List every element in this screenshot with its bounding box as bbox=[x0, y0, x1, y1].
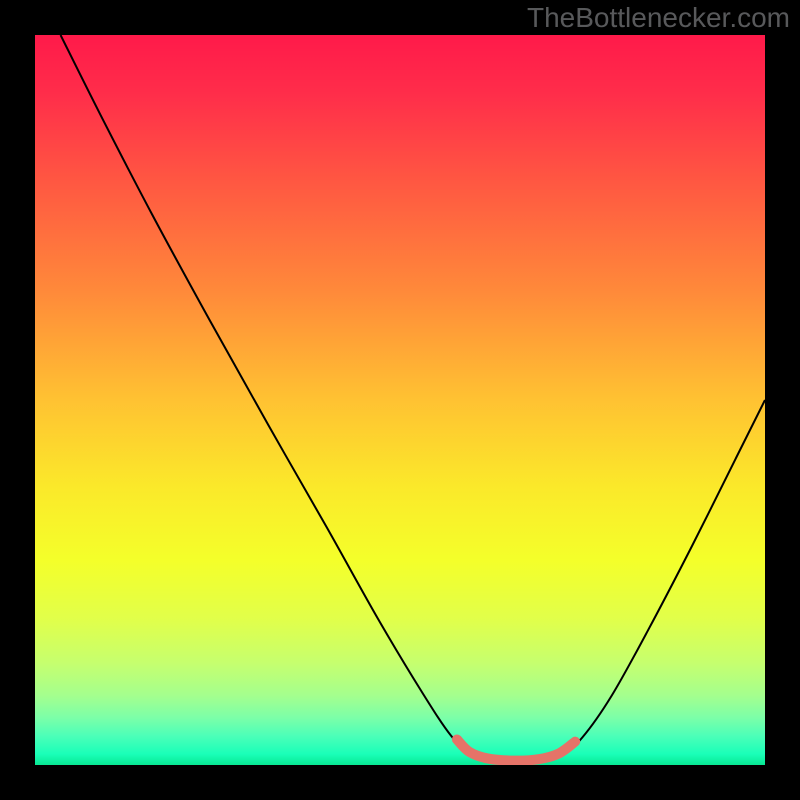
chart-frame: TheBottlenecker.com bbox=[0, 0, 800, 800]
plot-area bbox=[35, 35, 765, 765]
bottleneck-curve-chart bbox=[35, 35, 765, 765]
watermark-text: TheBottlenecker.com bbox=[527, 2, 790, 34]
